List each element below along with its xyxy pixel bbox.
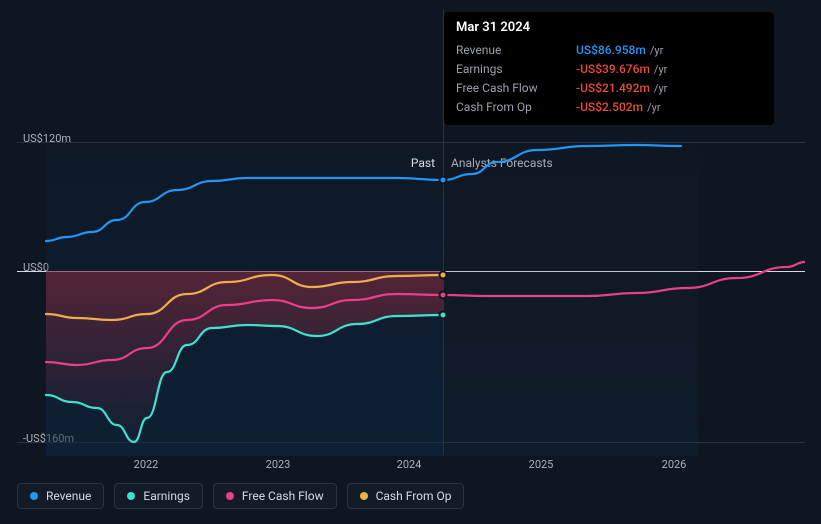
x-axis-tick: 2026 [662, 458, 687, 471]
legend-item-fcf[interactable]: Free Cash Flow [213, 483, 337, 509]
tooltip-label: Earnings [456, 60, 576, 79]
forecast-shade [443, 145, 698, 456]
tooltip-row: Free Cash Flow -US$21.492m /yr [456, 79, 762, 98]
x-axis-tick: 2025 [529, 458, 554, 471]
tooltip-value: -US$2.502m [576, 98, 643, 116]
tooltip-label: Cash From Op [456, 98, 576, 117]
legend-label: Free Cash Flow [242, 489, 324, 503]
tooltip-suffix: /yr [647, 99, 660, 117]
tooltip-value: -US$21.492m [576, 79, 650, 97]
legend-item-revenue[interactable]: Revenue [17, 483, 104, 509]
legend-dot-icon [226, 492, 234, 500]
grid-line-bottom [17, 442, 805, 443]
period-label-past: Past [411, 156, 435, 170]
legend-dot-icon [127, 492, 135, 500]
tooltip-suffix: /yr [650, 42, 663, 60]
legend: Revenue Earnings Free Cash Flow Cash Fro… [17, 483, 464, 509]
x-axis-tick: 2022 [134, 458, 159, 471]
series-marker-revenue [439, 176, 448, 185]
series-marker-cfo [439, 271, 448, 280]
legend-item-cfo[interactable]: Cash From Op [347, 483, 465, 509]
tooltip-value: -US$39.676m [576, 60, 650, 78]
y-axis-label-zero: US$0 [23, 261, 49, 274]
legend-dot-icon [30, 492, 38, 500]
grid-line-top [17, 142, 805, 143]
tooltip-label: Revenue [456, 41, 576, 60]
x-axis-tick: 2023 [266, 458, 291, 471]
series-marker-fcf [439, 291, 448, 300]
grid-line-zero [17, 271, 805, 272]
tooltip-row: Cash From Op -US$2.502m /yr [456, 98, 762, 117]
period-label-forecast: Analysts Forecasts [451, 156, 553, 170]
tooltip-suffix: /yr [654, 80, 667, 98]
legend-label: Earnings [143, 489, 190, 503]
tooltip-label: Free Cash Flow [456, 79, 576, 98]
tooltip-value: US$86.958m [576, 41, 646, 59]
legend-label: Cash From Op [376, 489, 452, 503]
series-marker-earnings [439, 311, 448, 320]
legend-dot-icon [360, 492, 368, 500]
y-axis-label-bottom: -US$160m [23, 432, 74, 445]
tooltip-row: Revenue US$86.958m /yr [456, 41, 762, 60]
past-shade [46, 145, 443, 456]
tooltip-title: Mar 31 2024 [456, 20, 762, 35]
y-axis-label-top: US$120m [23, 132, 71, 145]
data-tooltip: Mar 31 2024 Revenue US$86.958m /yr Earni… [444, 12, 774, 125]
tooltip-row: Earnings -US$39.676m /yr [456, 60, 762, 79]
tooltip-suffix: /yr [654, 61, 667, 79]
legend-label: Revenue [46, 489, 91, 503]
legend-item-earnings[interactable]: Earnings [114, 483, 203, 509]
x-axis-tick: 2024 [397, 458, 422, 471]
